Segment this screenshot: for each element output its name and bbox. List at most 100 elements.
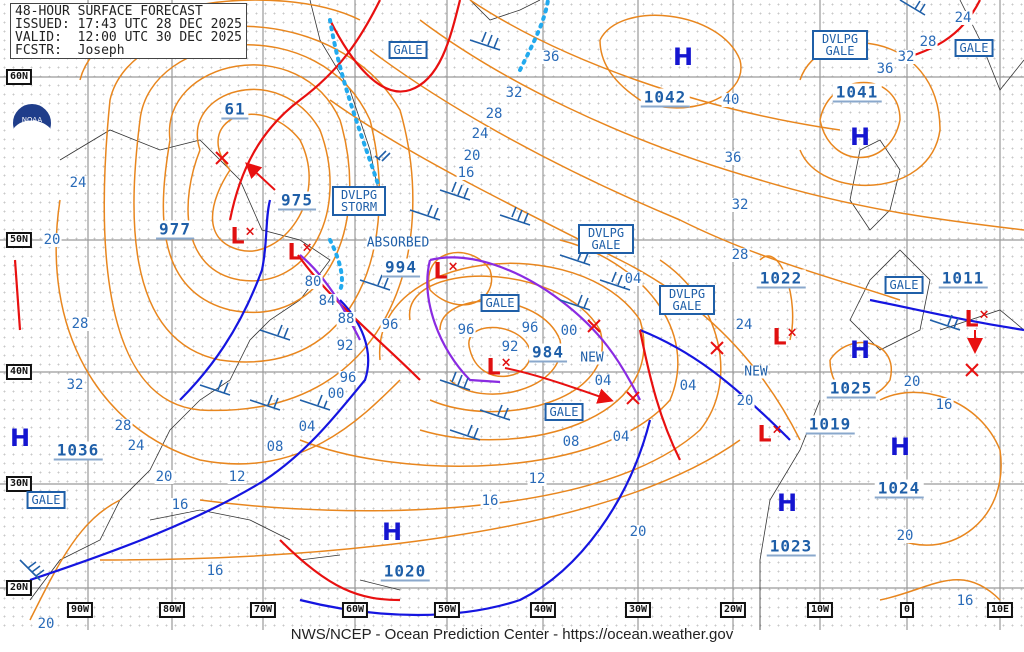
forecaster: FCSTR: Joseph	[15, 43, 125, 58]
map-graphics: NOAA	[0, 0, 1024, 630]
high-pressure: 1020	[380, 562, 430, 582]
low-pressure: 994	[382, 258, 420, 278]
lon-label: 40W	[529, 602, 557, 618]
occluded-front	[299, 254, 641, 401]
warning-developing-gale: DVLPG GALE	[659, 285, 715, 315]
high-pressure: 1042	[640, 88, 690, 108]
footer-credit: NWS/NCEP - Ocean Prediction Center - htt…	[290, 626, 734, 643]
warning-gale: GALE	[544, 403, 584, 421]
lat-label: 40N	[5, 364, 33, 380]
high-pressure: 1036	[53, 441, 103, 461]
isobar-label: 36	[723, 150, 743, 166]
low-pressure: 61	[221, 100, 249, 120]
low-pressure: 975	[278, 191, 316, 211]
low-letter: L	[757, 422, 772, 448]
isobar-label: 16	[205, 563, 225, 579]
isobar-label: 20	[902, 374, 922, 390]
warning-gale: GALE	[388, 41, 428, 59]
warning-gale: GALE	[480, 294, 520, 312]
warning-developing-storm: DVLPG STORM	[332, 186, 386, 216]
lon-label: 60W	[341, 602, 369, 618]
isobar-label: 92	[335, 338, 355, 354]
isobar-label: 32	[504, 85, 524, 101]
lat-label: 60N	[5, 69, 33, 85]
isobar-label: 28	[730, 247, 750, 263]
isobar-label: 32	[896, 49, 916, 65]
low-pressure: 1011	[938, 269, 988, 289]
low-letter: L	[433, 259, 448, 285]
noaa-logo: NOAA	[11, 102, 53, 144]
graticule	[0, 0, 1024, 630]
lon-label: 90W	[66, 602, 94, 618]
isobar-label: 36	[541, 49, 561, 65]
high-symbol: H	[776, 489, 798, 517]
isobar-label: 20	[42, 232, 62, 248]
isobar-label: 28	[484, 106, 504, 122]
lon-label: 10E	[986, 602, 1014, 618]
isobar-label: 96	[456, 322, 476, 338]
annotation-absorbed: ABSORBED	[366, 235, 430, 251]
low-symbol: L×	[433, 259, 459, 285]
low-letter: L	[964, 307, 979, 333]
isobar-label: 20	[628, 524, 648, 540]
isobar-label: 04	[593, 373, 613, 389]
low-symbol: L×	[287, 240, 313, 266]
isobar-label: 16	[456, 165, 476, 181]
isobar-label: 20	[36, 616, 56, 632]
isobar-label: 16	[480, 493, 500, 509]
high-symbol: H	[9, 424, 31, 452]
low-pressure: 984	[529, 343, 567, 363]
warning-developing-gale: DVLPG GALE	[578, 224, 634, 254]
low-pressure: 1019	[805, 415, 855, 435]
isobar-label: 36	[875, 61, 895, 77]
isobar-label: 24	[68, 175, 88, 191]
isobar-label: 08	[561, 434, 581, 450]
wind-barbs	[19, 0, 961, 581]
isobar-label: 12	[527, 471, 547, 487]
high-symbol: H	[889, 433, 911, 461]
isobar-label: 24	[470, 126, 490, 142]
isobar-label: 16	[955, 593, 975, 609]
isobar-label: 88	[336, 311, 356, 327]
lon-label: 80W	[158, 602, 186, 618]
low-symbol: L×	[757, 422, 783, 448]
lat-label: 50N	[5, 232, 33, 248]
annotation-new: NEW	[580, 350, 604, 366]
isobar-label: 12	[227, 469, 247, 485]
isobar-label: 32	[730, 197, 750, 213]
high-symbol: H	[672, 43, 694, 71]
lon-label: 0	[899, 602, 915, 618]
forecast-header: 48-HOUR SURFACE FORECAST ISSUED: 17:43 U…	[10, 3, 247, 59]
high-pressure: 1023	[766, 537, 816, 557]
lat-label: 20N	[5, 580, 33, 596]
high-symbol: H	[849, 123, 871, 151]
high-pressure: 1024	[874, 479, 924, 499]
valid-time: VALID: 12:00 UTC 30 DEC 2025	[15, 30, 242, 45]
isobar-label: 04	[297, 419, 317, 435]
isobar-label: 04	[611, 429, 631, 445]
isobar-label: 92	[500, 339, 520, 355]
surface-forecast-map: NOAA	[0, 0, 1024, 630]
isobar-label: 08	[265, 439, 285, 455]
annotation-new: NEW	[744, 364, 768, 380]
lon-label: 50W	[433, 602, 461, 618]
high-symbol: H	[381, 518, 403, 546]
low-letter: L	[230, 224, 245, 250]
future-positions	[215, 151, 979, 405]
isobar-label: 20	[154, 469, 174, 485]
low-symbol: L×	[486, 355, 512, 381]
isobar-label: 16	[170, 497, 190, 513]
low-pressure: 977	[156, 220, 194, 240]
high-pressure: 1025	[826, 379, 876, 399]
lon-label: 10W	[806, 602, 834, 618]
storm-tracks	[245, 162, 983, 404]
isobar-label: 32	[65, 377, 85, 393]
low-symbol: L×	[230, 224, 256, 250]
isobar-label: 20	[895, 528, 915, 544]
isobar-label: 24	[734, 317, 754, 333]
isobar-label: 16	[934, 397, 954, 413]
isobar-label: 28	[918, 34, 938, 50]
ice-edge	[328, 0, 550, 292]
isobar-label: 84	[317, 293, 337, 309]
low-letter: L	[287, 240, 302, 266]
